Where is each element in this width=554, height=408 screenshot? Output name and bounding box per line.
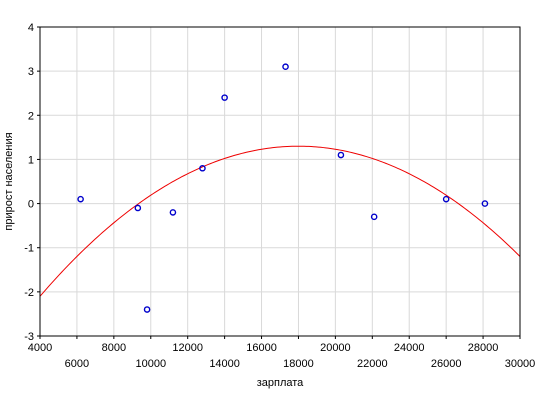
x-tick-label: 8000 — [102, 342, 126, 354]
y-tick-label: 1 — [28, 154, 34, 166]
fit-curve-layer — [39, 145, 521, 297]
y-tick-label: -1 — [24, 243, 34, 255]
x-axis-title: зарплата — [257, 377, 304, 389]
x-tick-label: 16000 — [246, 342, 277, 354]
y-tick-label: 3 — [28, 66, 34, 78]
data-point — [481, 200, 489, 207]
x-tick-label: 20000 — [320, 342, 351, 354]
data-point — [337, 151, 345, 159]
data-point — [442, 195, 450, 203]
fit-curve — [39, 145, 521, 297]
x-tick-label: 28000 — [468, 342, 499, 354]
data-point — [143, 306, 151, 313]
x-tick-label: 26000 — [431, 358, 462, 370]
y-axis-title: прирост населения — [3, 132, 15, 230]
y-tick-label: 4 — [28, 22, 34, 34]
x-tick-label: 22000 — [357, 358, 388, 370]
y-tick-label: -2 — [24, 287, 34, 299]
data-point — [282, 63, 289, 71]
x-tick-label: 12000 — [172, 342, 203, 354]
data-point — [370, 213, 378, 221]
x-tick-label: 18000 — [283, 358, 314, 370]
y-tick-label: -3 — [24, 331, 34, 343]
x-tick-label: 24000 — [394, 342, 425, 354]
x-tick-label: 14000 — [209, 358, 240, 370]
y-tick-label: 2 — [28, 110, 34, 122]
data-point — [199, 164, 206, 172]
x-tick-label: 30000 — [505, 358, 536, 370]
x-tick-label: 6000 — [65, 358, 89, 370]
data-point — [77, 195, 84, 203]
y-tick-label: 0 — [28, 199, 34, 211]
data-point — [169, 209, 177, 216]
grid — [40, 27, 520, 336]
data-points — [77, 63, 489, 313]
x-tick-label: 10000 — [135, 358, 166, 370]
data-point — [221, 94, 228, 101]
plot-frame — [39, 26, 521, 337]
data-point — [134, 204, 142, 212]
x-tick-label: 4000 — [28, 342, 52, 354]
